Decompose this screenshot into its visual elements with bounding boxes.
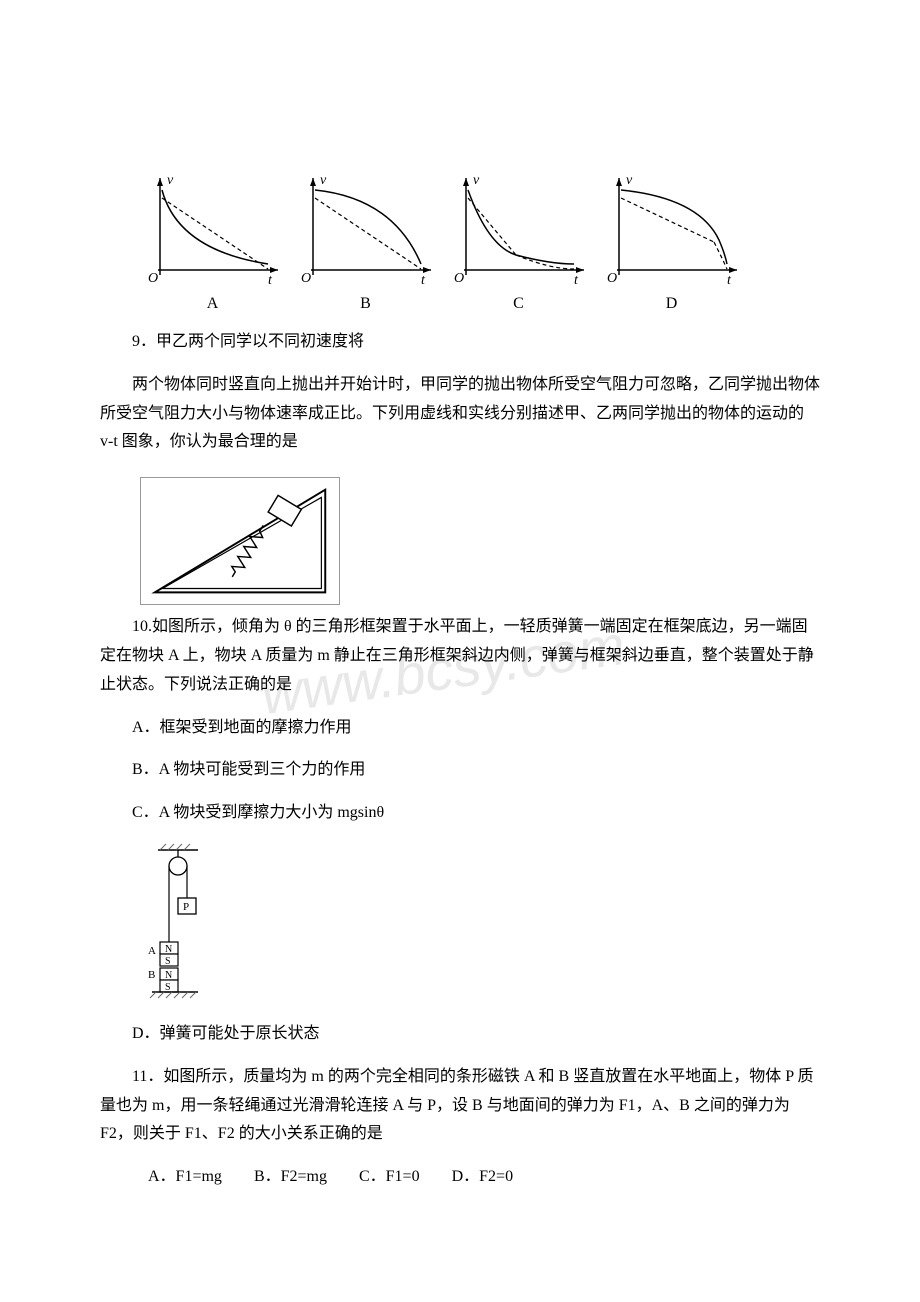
svg-text:N: N: [165, 970, 172, 981]
graph-B: v t O B: [293, 170, 438, 318]
q9-lead: 9．甲乙两个同学以不同初速度将: [100, 328, 820, 357]
document-content: v t O A A v t O B: [100, 170, 820, 1192]
q11-optD: D．F2=0: [452, 1163, 513, 1192]
svg-text:O: O: [454, 271, 464, 286]
svg-text:t: t: [574, 273, 579, 288]
svg-text:S: S: [165, 956, 171, 967]
q11-options: A．F1=mg B．F2=mg C．F1=0 D．F2=0: [148, 1163, 820, 1192]
q11-optB: B．F2=mg: [254, 1163, 327, 1192]
q9-graphs-row: v t O A A v t O B: [140, 170, 820, 318]
q10-optA: A．框架受到地面的摩擦力作用: [100, 714, 820, 743]
q10-optD: D．弹簧可能处于原长状态: [100, 1020, 820, 1049]
axis-O: O: [148, 271, 158, 286]
svg-text:v: v: [320, 173, 327, 188]
graph-C-label: C: [513, 290, 524, 318]
q11-body: 11．如图所示，质量均为 m 的两个完全相同的条形磁铁 A 和 B 竖直放置在水…: [100, 1063, 820, 1149]
graph-B-label: B: [360, 290, 371, 318]
q11-optC: C．F1=0: [359, 1163, 420, 1192]
graph-A: v t O A A: [140, 170, 285, 318]
q10-figure: [140, 477, 340, 605]
svg-text:t: t: [421, 273, 426, 288]
svg-text:A: A: [148, 945, 156, 957]
q10-body: 10.如图所示，倾角为 θ 的三角形框架置于水平面上，一轻质弹簧一端固定在框架底…: [100, 613, 820, 699]
graph-D-label: D: [666, 290, 678, 318]
axis-v: v: [167, 173, 174, 188]
svg-text:O: O: [607, 271, 617, 286]
svg-text:v: v: [626, 173, 633, 188]
q11-optA: A．F1=mg: [148, 1163, 222, 1192]
axis-t: t: [268, 273, 273, 288]
svg-text:v: v: [473, 173, 480, 188]
q10-optC: C．A 物块受到摩擦力大小为 mgsinθ: [100, 799, 820, 828]
q11-figure: P N S A N S B: [140, 842, 240, 1012]
q9-body: 两个物体同时竖直向上抛出并开始计时，甲同学的抛出物体所受空气阻力可忽略，乙同学抛…: [100, 371, 820, 457]
svg-text:t: t: [727, 273, 732, 288]
svg-text:O: O: [301, 271, 311, 286]
graph-C: v t O C: [446, 170, 591, 318]
svg-text:P: P: [183, 901, 189, 913]
svg-text:B: B: [148, 969, 155, 981]
svg-text:N: N: [165, 944, 172, 955]
q10-optB: B．A 物块可能受到三个力的作用: [100, 756, 820, 785]
graph-D: v t O D: [599, 170, 744, 318]
graph-A-label: A: [207, 290, 219, 318]
